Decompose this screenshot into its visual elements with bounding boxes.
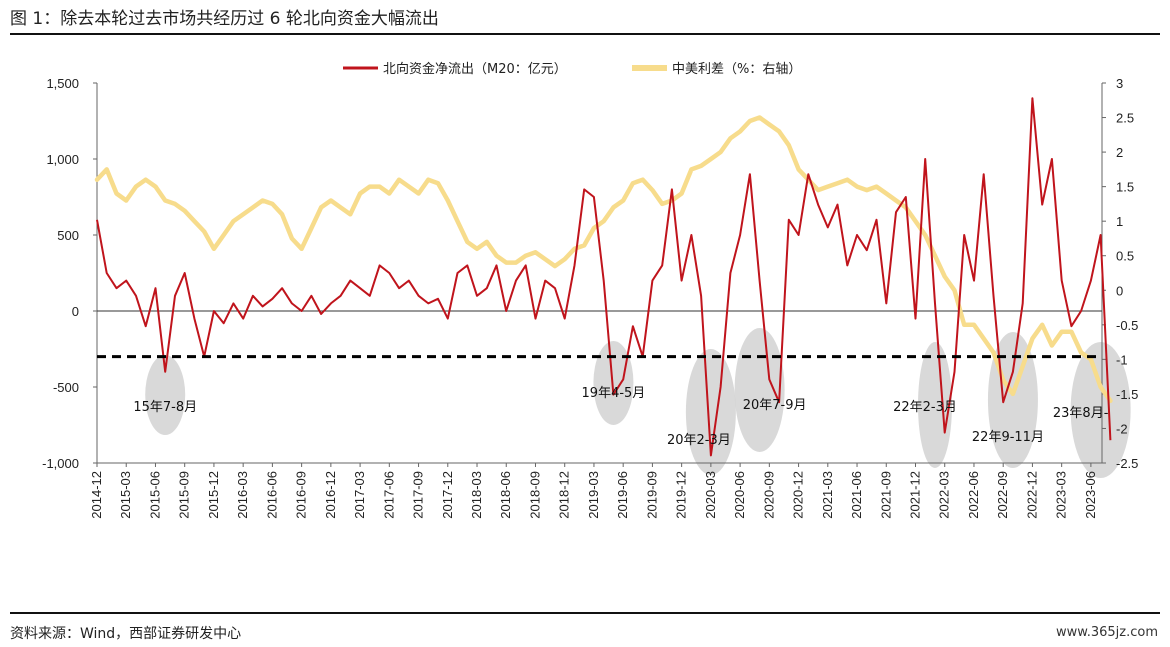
right-tick-label: 2 [1116, 145, 1123, 160]
x-tick-label: 2022-03 [937, 471, 952, 519]
x-tick-label: 2014-12 [89, 471, 104, 519]
right-tick-label: 1 [1116, 214, 1123, 229]
series-spread-line [94, 115, 1113, 404]
annotation-label: 15年7-8月 [133, 400, 197, 415]
x-tick-label: 2021-06 [849, 471, 864, 519]
x-tick-label: 2019-09 [644, 471, 659, 519]
highlight-ellipse [593, 341, 634, 425]
x-tick-label: 2020-06 [732, 471, 747, 519]
annotation-label: 22年2-3月 [893, 400, 957, 415]
x-tick-label: 2015-09 [177, 471, 192, 519]
x-tick-label: 2017-06 [381, 471, 396, 519]
source-note: 资料来源：Wind，西部证券研发中心 [10, 626, 242, 642]
x-tick-label: 2021-09 [878, 471, 893, 519]
x-tick-label: 2019-06 [615, 471, 630, 519]
x-tick-label: 2021-12 [907, 471, 922, 519]
x-tick-label: 2015-12 [206, 471, 221, 519]
right-tick-label: -1 [1116, 352, 1128, 367]
right-tick-label: -0.5 [1116, 318, 1138, 333]
x-tick-label: 2022-06 [966, 471, 981, 519]
left-tick-label: -1,000 [42, 456, 79, 471]
x-tick-label: 2021-03 [820, 471, 835, 519]
highlight-ellipse [145, 355, 186, 435]
x-tick-label: 2019-12 [674, 471, 689, 519]
legend-label-north-flow: 北向资金净流出（M20：亿元） [383, 61, 567, 77]
annotation-label: 22年9-11月 [972, 430, 1044, 445]
right-tick-label: 0 [1116, 283, 1123, 298]
right-tick-label: 0.5 [1116, 249, 1134, 264]
annotation-label: 19年4-5月 [582, 386, 646, 401]
top-rule [10, 33, 1160, 35]
x-tick-label: 2022-12 [1024, 471, 1039, 519]
x-tick-label: 2022-09 [995, 471, 1010, 519]
x-tick-label: 2019-03 [586, 471, 601, 519]
right-tick-label: 2.5 [1116, 111, 1134, 126]
annotation-label: 20年2-3月 [667, 433, 731, 448]
figure-title: 图 1：除去本轮过去市场共经历过 6 轮北向资金大幅流出 [10, 9, 439, 29]
highlight-ellipse [1070, 342, 1131, 478]
highlight-ellipse [917, 342, 952, 468]
x-tick-label: 2020-03 [703, 471, 718, 519]
left-tick-label: -500 [53, 380, 79, 395]
left-tick-label: 1,000 [46, 152, 79, 167]
x-tick-label: 2023-03 [1054, 471, 1069, 519]
x-tick-label: 2015-06 [147, 471, 162, 519]
series-north-flow-line [96, 97, 1112, 457]
x-tick-label: 2016-06 [264, 471, 279, 519]
left-tick-label: 0 [72, 304, 79, 319]
x-tick-label: 2015-03 [118, 471, 133, 519]
x-tick-label: 2017-12 [440, 471, 455, 519]
right-tick-label: 1.5 [1116, 180, 1134, 195]
x-tick-label: 2016-12 [323, 471, 338, 519]
bottom-rule [10, 612, 1160, 614]
left-tick-label: 500 [57, 228, 79, 243]
highlight-ellipses [145, 328, 1131, 478]
x-tick-label: 2016-03 [235, 471, 250, 519]
x-tick-label: 2020-09 [761, 471, 776, 519]
x-tick-label: 2017-03 [352, 471, 367, 519]
x-tick-label: 2018-09 [527, 471, 542, 519]
annotation-label: 23年8月- [1053, 406, 1109, 421]
x-axis-ticks: 2014-12 2015-03 2015-06 2015-09 2015-12 2016-… [89, 463, 1098, 519]
right-tick-label: -2.5 [1116, 456, 1138, 471]
right-tick-label: -2 [1116, 421, 1128, 436]
annotation-layer: 15年7-8月 19年4-5月 20年2-3月 20年7-9月 22年2-3月 22年9-… [133, 386, 1108, 448]
right-axis-ticks: -2.5 -2 -1.5 -1 -0.5 0 0.5 1 1.5 2 2.5 3 [1102, 76, 1138, 471]
right-tick-label: 3 [1116, 76, 1123, 91]
annotation-label: 20年7-9月 [743, 398, 807, 413]
x-tick-label: 2017-09 [411, 471, 426, 519]
series-layer [94, 97, 1113, 457]
x-tick-label: 2018-12 [557, 471, 572, 519]
x-tick-label: 2023-06 [1083, 471, 1098, 519]
watermark: www.365jz.com [1056, 625, 1158, 640]
highlight-ellipse [685, 349, 736, 475]
x-tick-label: 2018-06 [498, 471, 513, 519]
left-axis-ticks: -1,000 -500 0 500 1,000 1,500 [42, 76, 97, 471]
x-tick-label: 2018-03 [469, 471, 484, 519]
right-tick-label: -1.5 [1116, 387, 1138, 402]
legend: 北向资金净流出（M20：亿元） 中美利差（%：右轴） [343, 61, 801, 77]
left-tick-label: 1,500 [46, 76, 79, 91]
highlight-ellipse [734, 328, 785, 452]
x-tick-label: 2016-09 [294, 471, 309, 519]
legend-label-spread: 中美利差（%：右轴） [672, 62, 801, 77]
x-tick-label: 2020-12 [791, 471, 806, 519]
